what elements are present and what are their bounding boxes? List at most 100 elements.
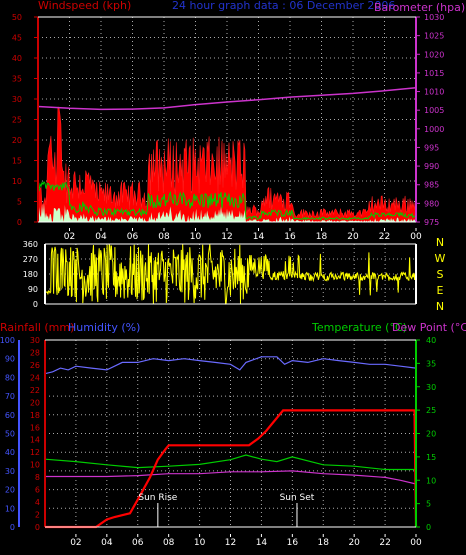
rainfall-tick-label: 4 bbox=[35, 498, 40, 507]
dewpoint-series bbox=[45, 470, 417, 485]
temperature-axis-label: Temperature (°C) bbox=[311, 321, 407, 334]
barometer-tick-label: 1030 bbox=[424, 13, 444, 22]
rainfall-tick-label: 26 bbox=[30, 361, 40, 370]
dewpoint-axis-label: Dew Point (°C) bbox=[392, 321, 466, 334]
compass-label: N bbox=[436, 236, 444, 249]
humidity-tick-label: 100 bbox=[0, 336, 15, 345]
temperature-time-label: 10 bbox=[194, 538, 206, 548]
rainfall-tick-label: 30 bbox=[30, 336, 40, 345]
barometer-tick-label: 1000 bbox=[424, 125, 444, 134]
sunrise-label: Sun Rise bbox=[138, 493, 177, 503]
temperature-time-label: 18 bbox=[318, 538, 330, 548]
barometer-axis-label: Barometer (hpa) bbox=[374, 1, 465, 14]
wind-tick-label: 20 bbox=[12, 136, 22, 145]
barometer-tick-label: 985 bbox=[424, 181, 439, 190]
rainfall-tick-label: 8 bbox=[35, 473, 40, 482]
wind-tick-label: 35 bbox=[12, 75, 22, 84]
rainfall-tick-label: 20 bbox=[30, 398, 40, 407]
wind-light-series bbox=[38, 202, 416, 222]
barometer-tick-label: 995 bbox=[424, 143, 439, 152]
temperature-tick-label: 35 bbox=[426, 359, 436, 368]
rainfall-tick-label: 18 bbox=[30, 411, 40, 420]
rainfall-tick-label: 2 bbox=[35, 511, 40, 520]
temperature-tick-label: 25 bbox=[426, 406, 436, 415]
temperature-series bbox=[44, 454, 416, 471]
wind-time-label: 08 bbox=[158, 232, 170, 242]
wind-time-label: 00 bbox=[410, 232, 422, 242]
wind-tick-label: 15 bbox=[12, 157, 22, 166]
humidity-series bbox=[44, 356, 417, 375]
temperature-time-label: 08 bbox=[163, 538, 175, 548]
wind-direction-series bbox=[44, 243, 417, 305]
compass-label: S bbox=[437, 268, 444, 281]
wind-tick-label: 45 bbox=[12, 34, 22, 43]
wind-gust-series bbox=[37, 106, 417, 223]
direction-tick-label: 270 bbox=[23, 255, 38, 264]
compass-label: E bbox=[437, 284, 444, 297]
barometer-tick-label: 990 bbox=[424, 162, 439, 171]
rainfall-tick-label: 14 bbox=[30, 436, 40, 445]
rainfall-tick-label: 28 bbox=[30, 348, 40, 357]
temperature-time-label: 06 bbox=[132, 538, 144, 548]
humidity-tick-label: 40 bbox=[5, 448, 15, 457]
temperature-time-label: 12 bbox=[225, 538, 236, 548]
rainfall-tick-label: 10 bbox=[30, 461, 40, 470]
temperature-time-label: 22 bbox=[379, 538, 390, 548]
sunset-label: Sun Set bbox=[280, 493, 315, 503]
compass-label: N bbox=[436, 300, 444, 313]
humidity-tick-label: 70 bbox=[5, 392, 15, 401]
wind-time-label: 12 bbox=[221, 232, 232, 242]
rainfall-tick-label: 16 bbox=[30, 423, 40, 432]
wind-tick-label: 40 bbox=[12, 54, 22, 63]
barometer-tick-label: 1010 bbox=[424, 88, 444, 97]
barometer-tick-label: 980 bbox=[424, 199, 439, 208]
wind-time-label: 14 bbox=[253, 232, 265, 242]
wind-tick-label: 5 bbox=[17, 198, 22, 207]
wind-barometer-panel: 0510152025303540455097598098599099510001… bbox=[12, 13, 445, 242]
wind-time-label: 20 bbox=[347, 232, 359, 242]
temperature-time-label: 14 bbox=[256, 538, 268, 548]
temperature-time-label: 20 bbox=[348, 538, 360, 548]
graph-title: 24 hour graph data : 06 December 2006 bbox=[172, 0, 395, 12]
temperature-tick-label: 20 bbox=[426, 430, 436, 439]
humidity-tick-label: 50 bbox=[5, 430, 15, 439]
wind-time-label: 04 bbox=[95, 232, 107, 242]
barometer-tick-label: 1020 bbox=[424, 50, 444, 59]
wind-tick-label: 0 bbox=[17, 218, 22, 227]
temperature-tick-label: 5 bbox=[426, 500, 431, 509]
rainfall-tick-label: 24 bbox=[30, 373, 40, 382]
temperature-tick-label: 0 bbox=[426, 523, 431, 532]
rainfall-series bbox=[45, 409, 418, 529]
wind-tick-label: 30 bbox=[12, 95, 22, 104]
temperature-time-label: 04 bbox=[101, 538, 113, 548]
humidity-tick-label: 0 bbox=[10, 523, 15, 532]
humidity-tick-label: 90 bbox=[5, 355, 15, 364]
humidity-tick-label: 20 bbox=[5, 486, 15, 495]
rainfall-tick-label: 0 bbox=[35, 523, 40, 532]
humidity-tick-label: 60 bbox=[5, 411, 15, 420]
temperature-time-label: 00 bbox=[410, 538, 422, 548]
temperature-time-label: 02 bbox=[70, 538, 81, 548]
temperature-tick-label: 10 bbox=[426, 476, 436, 485]
barometer-tick-label: 975 bbox=[424, 218, 439, 227]
temperature-tick-label: 30 bbox=[426, 383, 436, 392]
rainfall-tick-label: 12 bbox=[30, 448, 40, 457]
barometer-tick-label: 1005 bbox=[424, 106, 444, 115]
direction-tick-label: 90 bbox=[28, 285, 38, 294]
wind-average-series bbox=[37, 181, 417, 221]
temperature-tick-label: 40 bbox=[426, 336, 436, 345]
humidity-tick-label: 30 bbox=[5, 467, 15, 476]
wind-time-label: 22 bbox=[379, 232, 390, 242]
wind-time-label: 06 bbox=[127, 232, 139, 242]
wind-tick-label: 25 bbox=[12, 116, 22, 125]
wind-time-label: 02 bbox=[64, 232, 75, 242]
barometer-tick-label: 1015 bbox=[424, 69, 444, 78]
wind-tick-label: 50 bbox=[12, 13, 22, 22]
humidity-tick-label: 10 bbox=[5, 504, 15, 513]
windspeed-axis-label: Windspeed (kph) bbox=[38, 0, 131, 12]
wind-tick-label: 10 bbox=[12, 177, 22, 186]
humidity-axis-label: Humidity (%) bbox=[68, 321, 140, 334]
barometer-series bbox=[37, 87, 417, 111]
